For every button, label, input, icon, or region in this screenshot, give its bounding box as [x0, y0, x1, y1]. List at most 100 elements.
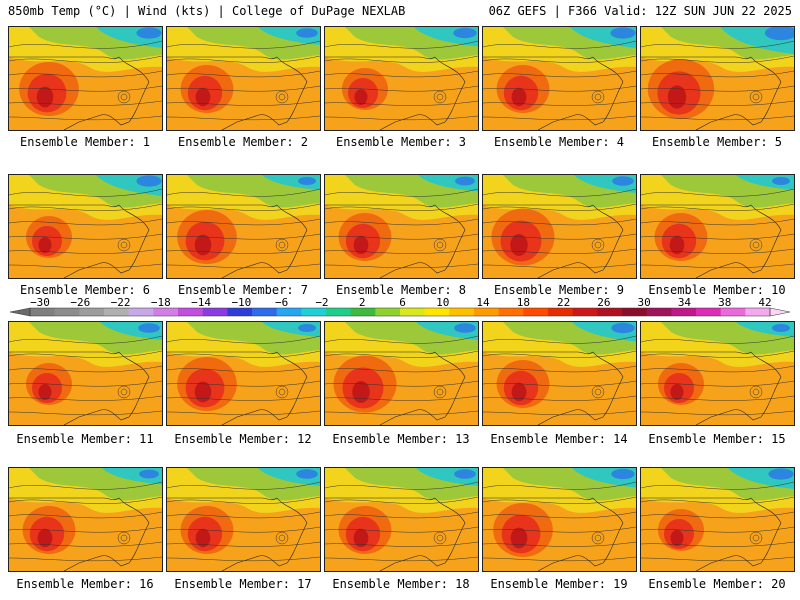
ensemble-panel [166, 321, 321, 426]
colorbar-segment [572, 308, 598, 316]
panel-label: Ensemble Member: 19 [490, 577, 628, 591]
temperature-map [483, 27, 636, 130]
temperature-map [167, 468, 320, 571]
panel-label: Ensemble Member: 13 [332, 432, 470, 446]
colorbar-segment [128, 308, 154, 316]
colorbar-tick-label: 10 [436, 296, 449, 309]
panel-label: Ensemble Member: 11 [16, 432, 154, 446]
panel-label: Ensemble Member: 1 [19, 135, 151, 149]
colorbar-tick-label: 22 [557, 296, 570, 309]
colorbar-segment [375, 308, 401, 316]
panel-label: Ensemble Member: 14 [490, 432, 628, 446]
temperature-map [325, 468, 478, 571]
colorbar-segment [202, 308, 228, 316]
colorbar-segment [498, 308, 524, 316]
colorbar-tick-label: −18 [151, 296, 171, 309]
ensemble-panel [482, 26, 637, 131]
colorbar-segment [474, 308, 500, 316]
colorbar-tick-label: 18 [517, 296, 530, 309]
panel-label: Ensemble Member: 18 [332, 577, 470, 591]
colorbar-tick-label: −10 [231, 296, 251, 309]
panel-label: Ensemble Member: 20 [648, 577, 786, 591]
colorbar-segment [622, 308, 648, 316]
colorbar-min-arrow [9, 307, 31, 317]
panel-label: Ensemble Member: 7 [177, 283, 309, 297]
temperature-map [9, 322, 162, 425]
temperature-map [641, 27, 794, 130]
temperature-map [641, 322, 794, 425]
colorbar-segment [104, 308, 130, 316]
temperature-map [9, 27, 162, 130]
temperature-map [325, 27, 478, 130]
ensemble-panel [8, 321, 163, 426]
temperature-map [641, 175, 794, 278]
colorbar-tick-label: 38 [718, 296, 731, 309]
colorbar-tick-label: 30 [638, 296, 651, 309]
panel-label: Ensemble Member: 12 [174, 432, 312, 446]
temperature-map [483, 322, 636, 425]
ensemble-panel [8, 174, 163, 279]
temperature-colorbar: −30 −26 −22 −18 −14 −10 −6 −2 2 6 10 14 18 22 26 30 34 38… [0, 296, 800, 322]
ensemble-panel [324, 467, 479, 572]
ensemble-panel [482, 174, 637, 279]
ensemble-panel [166, 467, 321, 572]
colorbar-segment [696, 308, 722, 316]
colorbar-segment [449, 308, 475, 316]
colorbar-tick-label: −14 [191, 296, 211, 309]
ensemble-panel [324, 321, 479, 426]
colorbar-tick-label: 26 [597, 296, 610, 309]
colorbar-segment [720, 308, 746, 316]
panel-label: Ensemble Member: 9 [493, 283, 625, 297]
colorbar-tick-label: −22 [111, 296, 131, 309]
colorbar-tick-label: −30 [30, 296, 50, 309]
panel-label: Ensemble Member: 3 [335, 135, 467, 149]
panel-label: Ensemble Member: 10 [648, 283, 786, 297]
temperature-map [325, 322, 478, 425]
panel-label: Ensemble Member: 6 [19, 283, 151, 297]
colorbar-segment [153, 308, 179, 316]
temperature-map [483, 468, 636, 571]
ensemble-panel [640, 467, 795, 572]
ensemble-panel [166, 174, 321, 279]
run-valid-time: 06Z GEFS | F366 Valid: 12Z SUN JUN 22 20… [488, 4, 792, 18]
colorbar-tick-label: 6 [399, 296, 406, 309]
colorbar-tick-label: −6 [275, 296, 288, 309]
colorbar-tick-label: 2 [359, 296, 366, 309]
ensemble-panel [640, 174, 795, 279]
colorbar-segment [350, 308, 376, 316]
colorbar-segment [745, 308, 771, 316]
ensemble-panel [8, 26, 163, 131]
ensemble-panel [482, 321, 637, 426]
colorbar-segment [227, 308, 253, 316]
colorbar-segment [326, 308, 352, 316]
ensemble-panel [640, 26, 795, 131]
ensemble-panel [640, 321, 795, 426]
map-title: 850mb Temp (°C) | Wind (kts) | College o… [8, 4, 406, 18]
colorbar-tick-label: −26 [70, 296, 90, 309]
temperature-map [167, 175, 320, 278]
colorbar-segment [276, 308, 302, 316]
colorbar-segment [424, 308, 450, 316]
colorbar-max-arrow [769, 307, 791, 317]
temperature-map [325, 175, 478, 278]
colorbar-segment [671, 308, 697, 316]
panel-label: Ensemble Member: 16 [16, 577, 154, 591]
colorbar-segment [597, 308, 623, 316]
colorbar-segment [54, 308, 80, 316]
panel-label: Ensemble Member: 5 [651, 135, 783, 149]
temperature-map [167, 27, 320, 130]
colorbar-segment [646, 308, 672, 316]
colorbar-segment [178, 308, 204, 316]
colorbar-tick-label: 34 [678, 296, 692, 309]
ensemble-panel [324, 174, 479, 279]
colorbar-segment [523, 308, 549, 316]
temperature-map [641, 468, 794, 571]
temperature-map [167, 322, 320, 425]
temperature-map [9, 468, 162, 571]
temperature-map [483, 175, 636, 278]
colorbar-segment [79, 308, 105, 316]
panel-label: Ensemble Member: 15 [648, 432, 786, 446]
colorbar-tick-label: −2 [315, 296, 328, 309]
panel-label: Ensemble Member: 17 [174, 577, 312, 591]
panel-label: Ensemble Member: 8 [335, 283, 467, 297]
